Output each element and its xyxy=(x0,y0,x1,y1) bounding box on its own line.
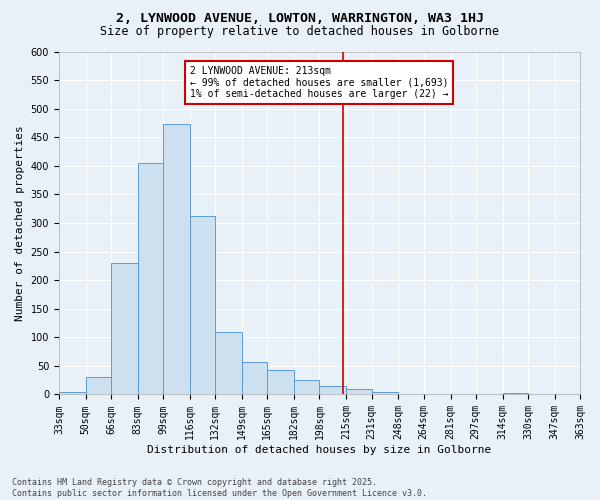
Bar xyxy=(215,332,242,394)
Text: Contains HM Land Registry data © Crown copyright and database right 2025.
Contai: Contains HM Land Registry data © Crown c… xyxy=(12,478,427,498)
Bar xyxy=(190,216,215,394)
Bar xyxy=(59,392,86,394)
X-axis label: Distribution of detached houses by size in Golborne: Distribution of detached houses by size … xyxy=(148,445,491,455)
Bar xyxy=(319,386,346,394)
Bar xyxy=(242,362,268,394)
Bar xyxy=(111,263,138,394)
Bar xyxy=(503,393,528,394)
Y-axis label: Number of detached properties: Number of detached properties xyxy=(15,125,25,321)
Text: 2 LYNWOOD AVENUE: 213sqm
← 99% of detached houses are smaller (1,693)
1% of semi: 2 LYNWOOD AVENUE: 213sqm ← 99% of detach… xyxy=(190,66,448,99)
Bar xyxy=(294,380,319,394)
Bar xyxy=(138,163,163,394)
Bar xyxy=(371,392,398,394)
Text: 2, LYNWOOD AVENUE, LOWTON, WARRINGTON, WA3 1HJ: 2, LYNWOOD AVENUE, LOWTON, WARRINGTON, W… xyxy=(116,12,484,26)
Bar xyxy=(346,389,371,394)
Text: Size of property relative to detached houses in Golborne: Size of property relative to detached ho… xyxy=(101,25,499,38)
Bar xyxy=(86,378,111,394)
Bar xyxy=(163,124,190,394)
Bar xyxy=(268,370,294,394)
